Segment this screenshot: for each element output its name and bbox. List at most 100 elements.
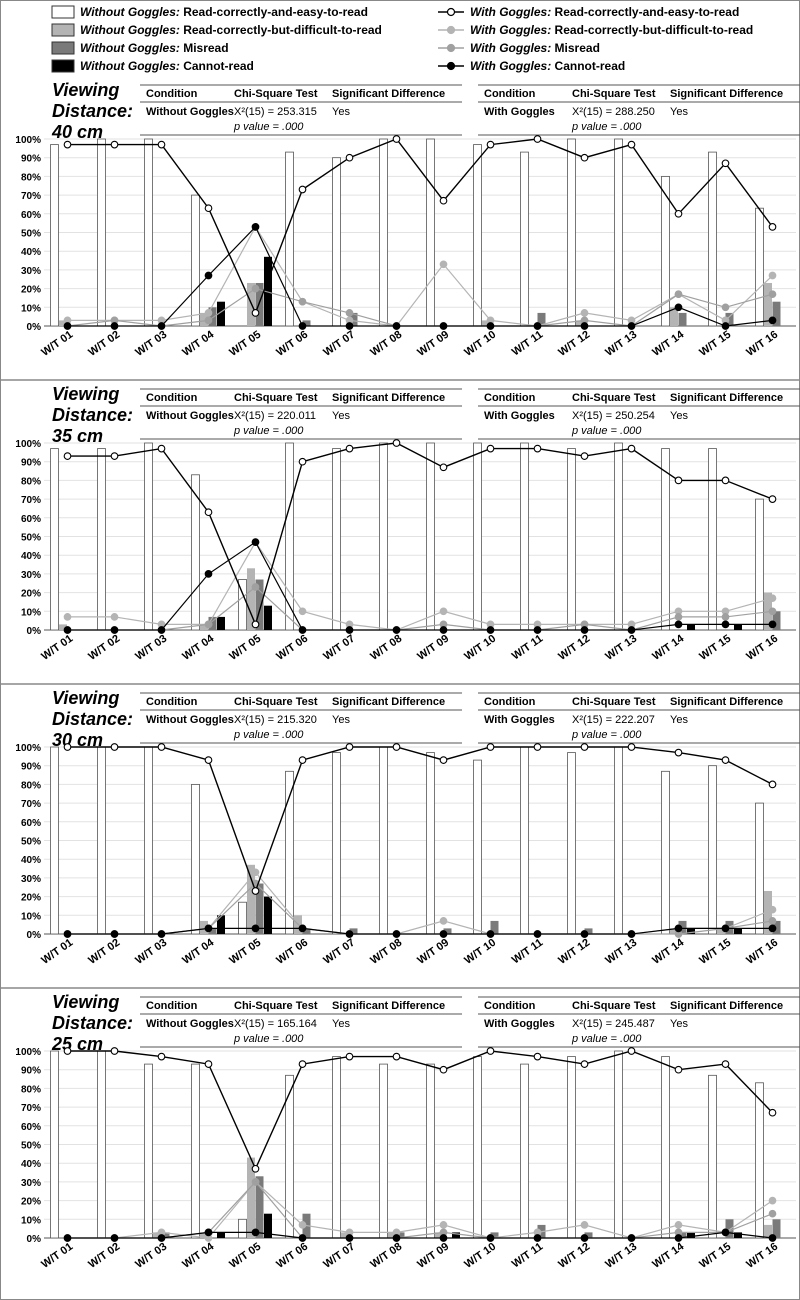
x-tick-label: W/T 11 bbox=[510, 1241, 545, 1271]
point-with-diff bbox=[439, 1221, 448, 1229]
point-with-cant bbox=[768, 316, 777, 325]
point-with-easy bbox=[580, 153, 589, 162]
stats-table-without: Condition Chi-Square Test Significant Diff… bbox=[140, 996, 462, 1048]
bar-without-mis bbox=[208, 616, 217, 630]
bar-without-mis bbox=[302, 320, 311, 326]
point-with-cant bbox=[345, 626, 354, 634]
x-tick-label: W/T 03 bbox=[133, 329, 169, 359]
y-tick-label: 10% bbox=[21, 303, 41, 314]
point-with-cant bbox=[439, 322, 448, 330]
point-with-cant bbox=[627, 322, 636, 330]
bar-without-easy bbox=[708, 1074, 717, 1239]
bar-without-easy bbox=[97, 448, 106, 631]
bar-without-diff bbox=[200, 1232, 208, 1238]
x-tick-label: W/T 07 bbox=[321, 1241, 357, 1271]
legend-text: Read-correctly-but-difficult-to-read bbox=[180, 23, 382, 37]
legend-marker bbox=[446, 7, 456, 17]
y-tick-label: 40% bbox=[21, 551, 41, 562]
bar-without-diff bbox=[200, 624, 208, 630]
x-tick-label: W/T 05 bbox=[227, 937, 263, 967]
bar-without-easy bbox=[755, 802, 764, 935]
point-with-easy bbox=[157, 743, 166, 751]
bars-without-goggles bbox=[50, 1050, 781, 1239]
bar-without-easy bbox=[191, 474, 200, 631]
bar-without-easy bbox=[567, 1056, 576, 1239]
x-tick-label: W/T 04 bbox=[180, 936, 217, 967]
bar-without-easy bbox=[144, 138, 153, 327]
table-p-value: p value = .000 bbox=[233, 1033, 304, 1045]
table-sig-value: Yes bbox=[670, 714, 688, 726]
legend-prefix: Without Goggles: bbox=[80, 23, 180, 37]
bar-without-easy bbox=[520, 1063, 529, 1239]
point-with-cant bbox=[580, 322, 589, 330]
point-with-cant bbox=[674, 303, 683, 312]
point-with-easy bbox=[157, 444, 166, 453]
y-tick-label: 70% bbox=[21, 495, 41, 506]
legend-text: Read-correctly-and-easy-to-read bbox=[551, 5, 739, 19]
point-with-cant bbox=[533, 322, 542, 330]
x-tick-label: W/T 07 bbox=[321, 329, 357, 359]
point-with-cant bbox=[486, 930, 495, 938]
point-with-cant bbox=[439, 930, 448, 938]
point-with-easy bbox=[298, 756, 307, 764]
bar-without-easy bbox=[755, 498, 764, 631]
bar-without-mis bbox=[255, 883, 264, 934]
point-with-cant bbox=[580, 930, 589, 938]
series-with-easy bbox=[63, 135, 777, 317]
legend-label: Without Goggles: Misread bbox=[80, 41, 229, 55]
bar-without-easy bbox=[661, 448, 670, 631]
point-with-cant bbox=[110, 626, 119, 634]
panel-title-line: Distance: bbox=[52, 1013, 133, 1033]
point-with-cant bbox=[298, 626, 307, 634]
table-sig-value: Yes bbox=[332, 1018, 350, 1030]
bar-without-easy bbox=[50, 1050, 59, 1239]
bar-without-easy bbox=[661, 175, 670, 327]
point-with-cant bbox=[486, 322, 495, 330]
point-with-cant bbox=[204, 271, 213, 280]
bar-without-easy bbox=[379, 138, 388, 327]
point-with-mis bbox=[204, 316, 213, 325]
point-with-easy bbox=[721, 1060, 730, 1068]
x-tick-label: W/T 02 bbox=[86, 633, 122, 663]
bar-without-easy bbox=[473, 759, 482, 935]
x-axis-labels: W/T 01 W/T 02 W/T 03 W/T 04 W/T 05 W/T 06 W/T … bbox=[39, 632, 780, 663]
y-tick-label: 20% bbox=[21, 285, 41, 296]
y-tick-label: 40% bbox=[21, 247, 41, 258]
point-with-mis bbox=[674, 290, 683, 299]
point-with-easy bbox=[627, 743, 636, 751]
table-condition-value: With Goggles bbox=[484, 106, 555, 118]
bar-without-mis bbox=[490, 1232, 499, 1238]
bar-without-mis bbox=[208, 928, 217, 934]
bar-without-cant bbox=[217, 915, 225, 934]
point-with-cant bbox=[345, 930, 354, 938]
point-with-cant bbox=[157, 626, 166, 634]
y-tick-label: 0% bbox=[27, 626, 42, 637]
point-with-mis bbox=[251, 284, 260, 293]
table-chi-value: X²(15) = 253.315 bbox=[234, 106, 317, 118]
y-tick-label: 0% bbox=[27, 930, 42, 941]
point-with-cant bbox=[721, 1228, 730, 1237]
bar-without-diff bbox=[388, 1232, 396, 1238]
bar-without-easy bbox=[755, 207, 764, 327]
point-with-mis bbox=[298, 297, 307, 306]
table-header-condition: Condition bbox=[146, 696, 198, 708]
bar-without-cant bbox=[452, 1232, 460, 1238]
point-with-easy bbox=[157, 140, 166, 149]
bar-without-mis bbox=[537, 312, 546, 326]
y-tick-label: 70% bbox=[21, 191, 41, 202]
line-with-cant bbox=[67, 927, 773, 935]
point-with-diff bbox=[674, 1221, 683, 1229]
table-header-sig: Significant Difference bbox=[670, 1000, 783, 1012]
point-with-easy bbox=[63, 140, 72, 149]
point-with-cant bbox=[157, 322, 166, 330]
legend-item-without-easy: Without Goggles: Read-correctly-and-easy… bbox=[51, 5, 368, 19]
bar-without-cant bbox=[687, 928, 695, 934]
bar-without-easy bbox=[520, 746, 529, 935]
bar-without-easy bbox=[332, 448, 341, 631]
point-with-cant bbox=[157, 1234, 166, 1242]
bar-without-easy bbox=[332, 1056, 341, 1239]
bar-without-easy bbox=[144, 442, 153, 631]
point-with-easy bbox=[486, 444, 495, 453]
y-tick-label: 30% bbox=[21, 874, 41, 885]
point-with-easy bbox=[63, 1047, 72, 1055]
